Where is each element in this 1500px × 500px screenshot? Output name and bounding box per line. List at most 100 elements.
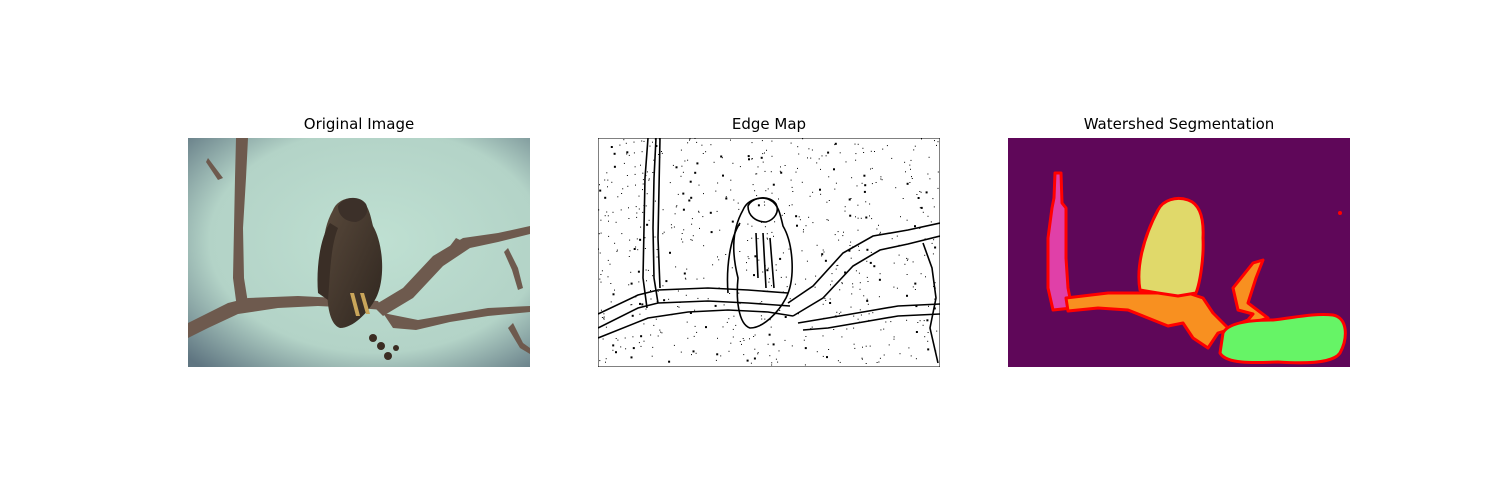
edge-speck: [871, 218, 873, 220]
edge-speck: [863, 174, 866, 177]
edge-speck: [599, 184, 600, 186]
edge-speck: [834, 188, 836, 190]
edge-speck: [865, 201, 867, 203]
twig-3: [508, 323, 530, 354]
edge-speck: [902, 198, 904, 199]
edge-speck: [604, 215, 606, 217]
edge-speck: [809, 195, 811, 197]
edge-speck: [932, 253, 934, 255]
edge-speck: [757, 353, 759, 355]
edge-speck: [613, 152, 616, 155]
edge-speck: [614, 289, 615, 291]
edge-speck: [699, 227, 700, 229]
edge-speck: [835, 268, 837, 270]
edge-speck: [675, 166, 678, 169]
edge-speck: [642, 179, 644, 181]
edge-speck: [934, 298, 936, 300]
edge-speck: [927, 173, 929, 175]
edge-speck: [869, 215, 870, 217]
edge-speck: [896, 235, 898, 237]
edge-speck: [890, 321, 892, 323]
edge-speck: [883, 328, 885, 330]
edge-speck: [598, 248, 599, 250]
edge-speck: [636, 238, 638, 240]
edge-speck: [778, 198, 779, 200]
edge-speck: [739, 341, 741, 342]
edge-speck: [601, 317, 603, 318]
edge-speck: [658, 154, 660, 155]
edge-speck: [682, 192, 685, 195]
edge-speck: [908, 347, 910, 349]
edge-speck: [639, 238, 642, 241]
edge-speck: [850, 306, 852, 308]
edge-speck: [771, 140, 773, 142]
edge-speck: [608, 235, 610, 237]
edge-speck: [823, 251, 825, 253]
edge-speck: [632, 347, 635, 350]
edge-speck: [640, 164, 641, 166]
edge-speck: [643, 140, 645, 142]
edge-speck: [689, 180, 692, 183]
edge-speck: [861, 357, 863, 359]
edge-speck: [805, 278, 807, 280]
edge-speck: [643, 323, 645, 325]
edge-speck: [628, 207, 629, 209]
edge-speck: [599, 189, 602, 192]
edge-speck: [873, 265, 876, 268]
edge-speck: [748, 258, 750, 260]
edge-speck: [869, 345, 871, 347]
edge-speck: [604, 179, 606, 181]
edge-speck: [888, 344, 890, 346]
edge-speck: [852, 283, 854, 285]
edge-speck: [900, 216, 901, 218]
edge-speck: [599, 252, 601, 254]
edge-speck: [769, 278, 771, 280]
edge-speck: [861, 182, 863, 184]
edge-speck: [879, 231, 881, 233]
edge-speck: [825, 299, 827, 301]
bird-edge: [755, 232, 775, 289]
edge-speck: [642, 172, 644, 174]
edge-speck: [707, 298, 709, 300]
edge-speck: [716, 210, 718, 212]
edge-speck: [669, 251, 671, 254]
edge-speck: [694, 171, 697, 174]
edge-speck: [827, 219, 829, 221]
edge-speck: [773, 235, 774, 237]
edge-speck: [828, 176, 830, 178]
edge-speck: [650, 298, 652, 300]
edge-speck: [730, 179, 732, 181]
edge-speck: [616, 249, 618, 251]
edge-speck: [641, 151, 643, 153]
segment-yellow-bird: [1137, 196, 1205, 298]
edge-speck: [637, 270, 640, 273]
edge-speck: [933, 285, 934, 287]
edge-speck: [927, 348, 930, 351]
edge-speck: [812, 222, 814, 224]
edge-speck: [616, 250, 618, 252]
edge-speck: [808, 148, 810, 150]
edge-speck: [907, 258, 909, 260]
edge-speck: [860, 217, 862, 219]
edge-speck: [628, 284, 630, 286]
edge-speck: [607, 186, 608, 188]
edge-speck: [924, 238, 926, 240]
edge-speck: [733, 199, 735, 201]
edge-speck: [748, 158, 750, 161]
edge-speck: [686, 321, 688, 323]
edge-speck: [906, 319, 908, 321]
edge-speck: [795, 215, 798, 218]
edge-speck: [599, 278, 601, 280]
edge-speck: [896, 287, 898, 289]
edge-speck: [788, 248, 790, 250]
edge-speck: [771, 231, 773, 233]
edge-speck: [621, 193, 623, 194]
edge-speck: [867, 281, 869, 282]
edge-speck: [754, 255, 757, 258]
edge-speck: [739, 166, 741, 168]
edge-speck: [855, 216, 856, 218]
edge-speck: [797, 313, 799, 315]
edge-speck: [862, 346, 863, 348]
edge-speck: [754, 348, 756, 350]
edge-speck: [600, 219, 602, 221]
